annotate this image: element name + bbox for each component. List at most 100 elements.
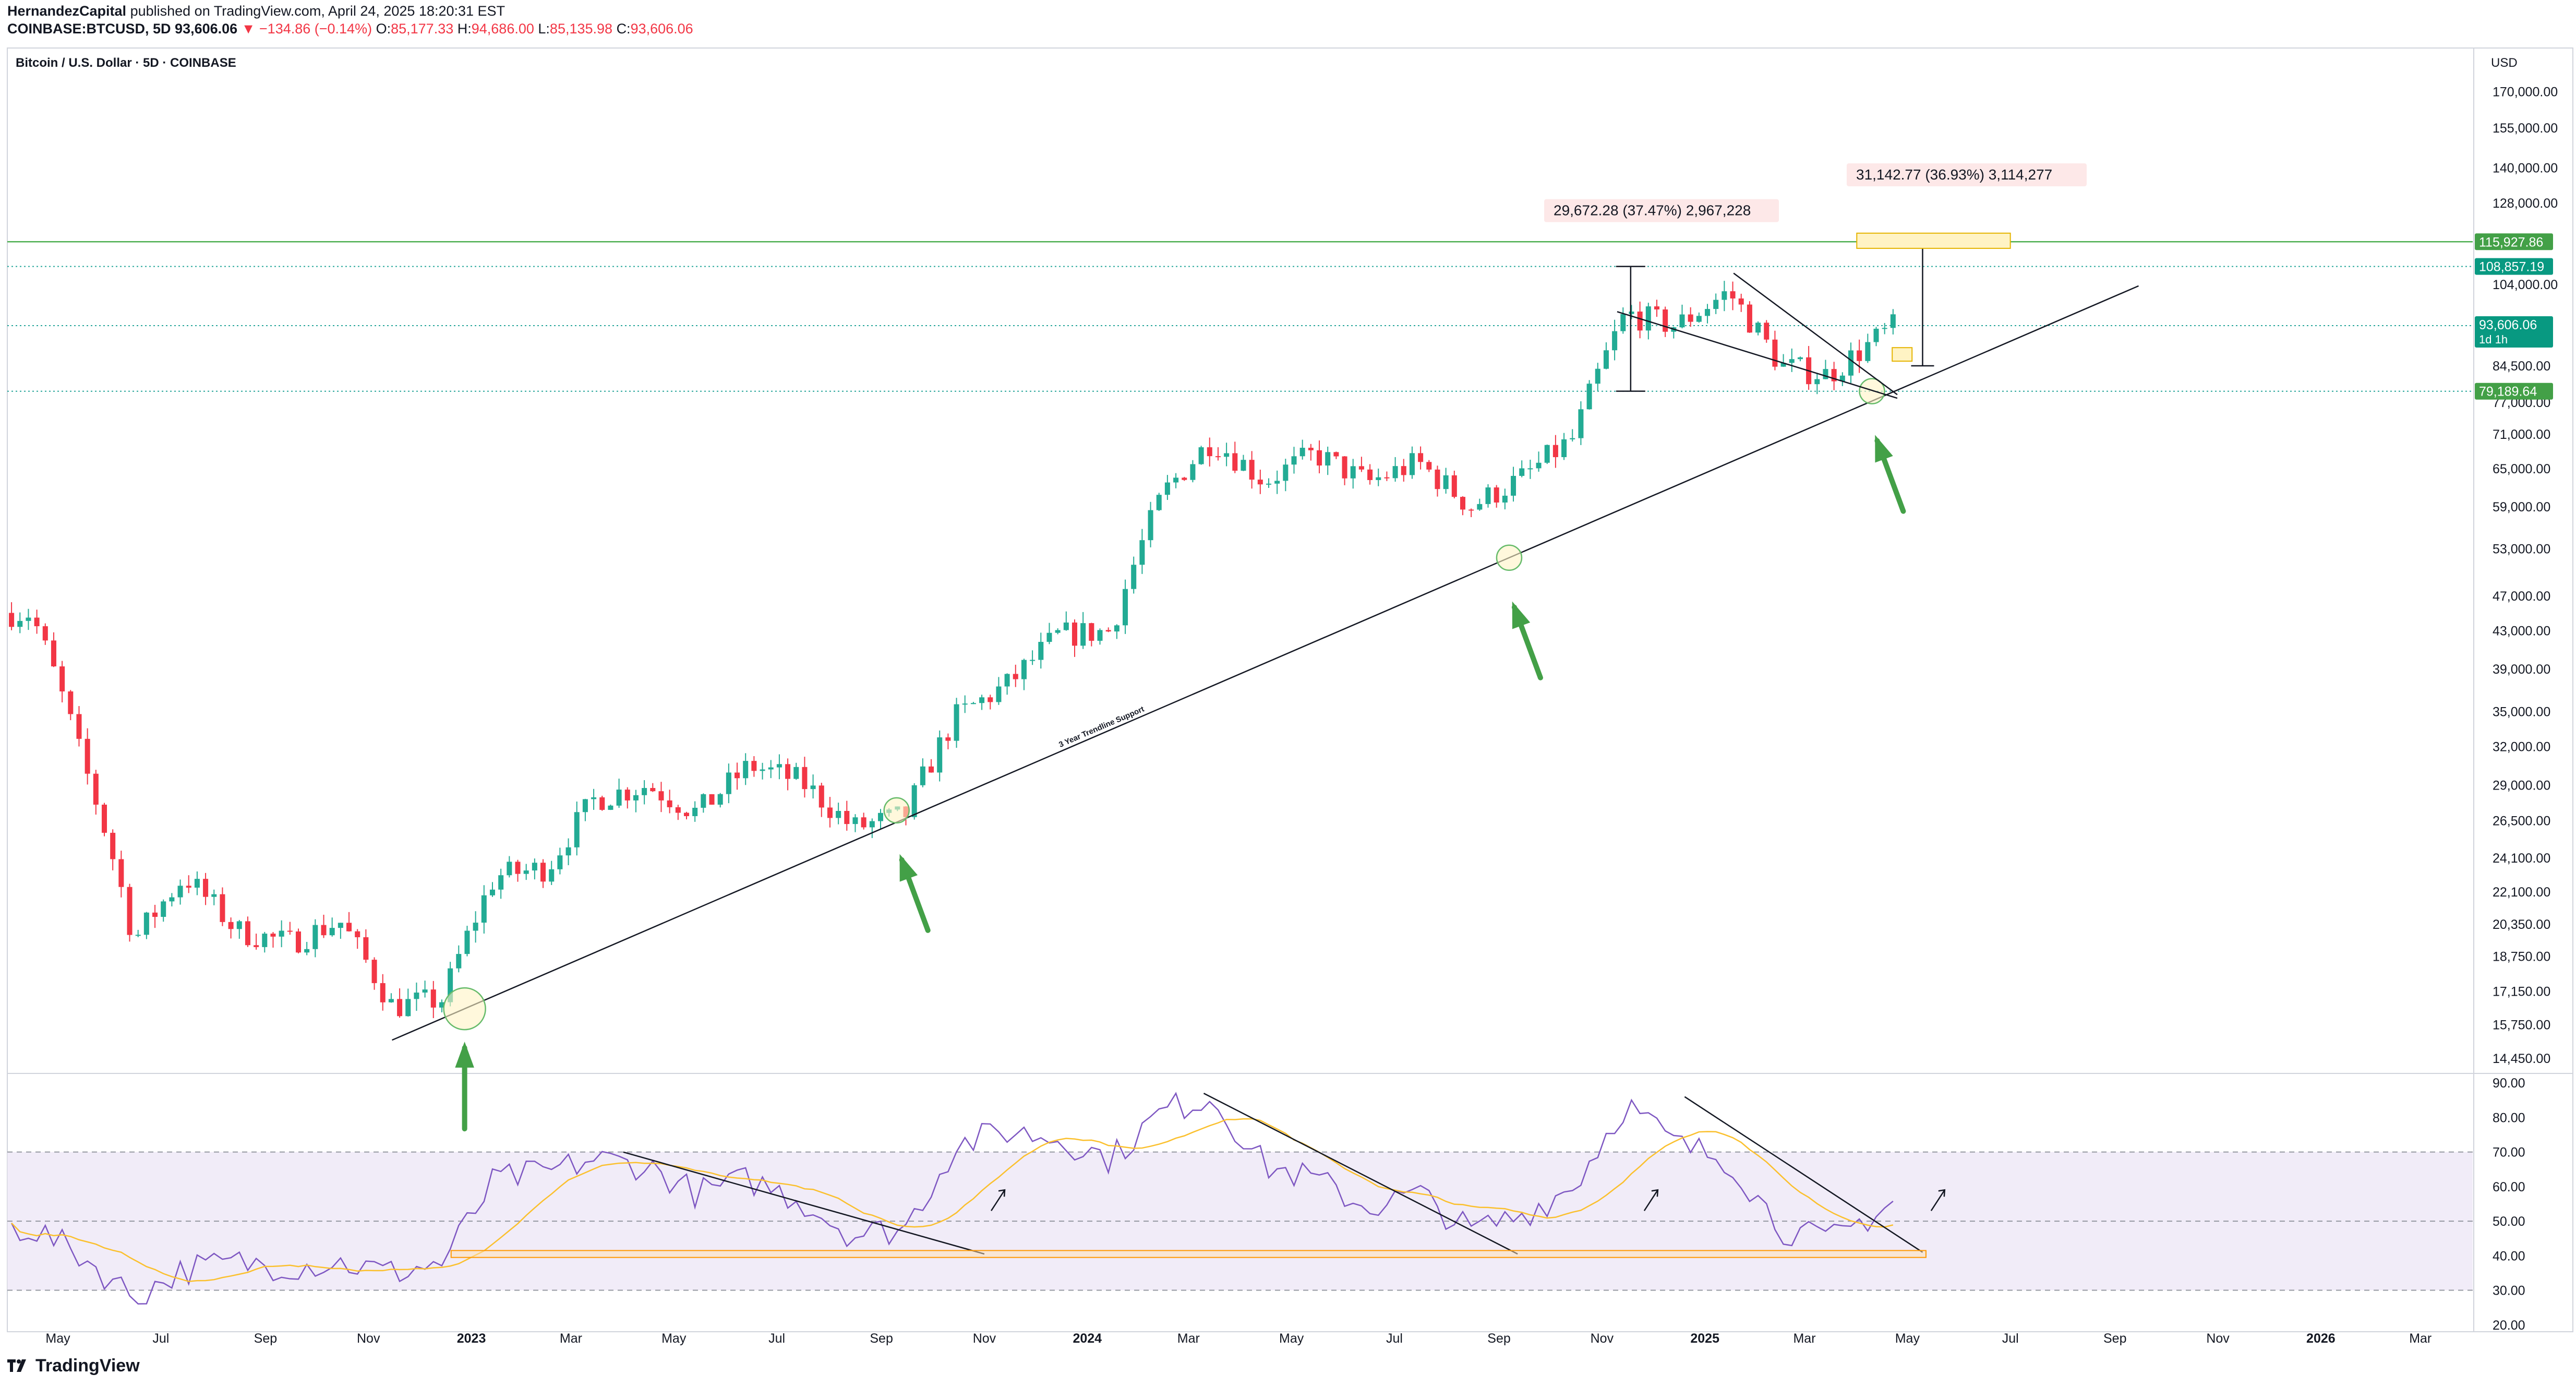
candle-body: [760, 769, 765, 771]
rsi-trendline: [1684, 1096, 1923, 1253]
time-tick-label: Mar: [1177, 1331, 1200, 1346]
footer-brand-text: TradingView: [35, 1356, 140, 1376]
candle-body: [683, 813, 690, 816]
candle-body: [869, 821, 875, 828]
high-value: 94,686.00: [471, 21, 534, 37]
candle-body: [321, 925, 327, 936]
candle-body: [1392, 466, 1398, 479]
measure-label-box: [1544, 199, 1779, 222]
candle-body: [1612, 331, 1618, 351]
tradingview-logo-icon: [7, 1359, 26, 1372]
entry-zone-box: [1892, 347, 1913, 362]
candle-body: [1764, 322, 1770, 340]
candle-body: [1038, 642, 1044, 660]
candle-body: [203, 879, 209, 897]
candle-body: [743, 761, 749, 779]
candle-body: [270, 934, 276, 937]
candle-body: [1722, 291, 1727, 300]
candle-body: [1114, 625, 1120, 632]
time-tick-label: Sep: [1487, 1331, 1510, 1346]
time-tick-label: May: [1279, 1331, 1304, 1346]
rsi-trendline: [1203, 1092, 1518, 1255]
footer-brand[interactable]: TradingView: [7, 1356, 140, 1376]
support-arrow-head: [1875, 435, 1893, 463]
candle-body: [1435, 469, 1440, 489]
candle-body: [1561, 439, 1567, 458]
candle-body: [1384, 477, 1390, 479]
candle-body: [557, 855, 563, 869]
candle-body: [42, 626, 48, 641]
candle-body: [1460, 497, 1466, 510]
price-tick-label: 39,000.00: [2493, 662, 2550, 677]
candle-body: [591, 797, 597, 799]
candle-body: [1350, 466, 1356, 479]
candle-body: [1468, 509, 1474, 511]
candle-body: [852, 817, 858, 825]
candle-body: [1190, 464, 1196, 480]
candle-body: [26, 617, 31, 621]
low-label: L:: [538, 21, 550, 37]
author-name[interactable]: HernandezCapital: [7, 3, 127, 19]
candle-body: [1148, 510, 1153, 541]
candle-body: [701, 794, 706, 808]
candle-body: [1156, 495, 1162, 510]
time-tick-label: Nov: [973, 1331, 996, 1346]
candle-body: [1367, 469, 1373, 480]
price-tick-label: 47,000.00: [2493, 589, 2550, 604]
candle-body: [1713, 300, 1719, 309]
candle-body: [1890, 314, 1896, 328]
candle-body: [1552, 445, 1558, 458]
price-label-box: [2475, 258, 2553, 275]
candle-body: [295, 931, 302, 953]
candle-body: [93, 773, 99, 805]
candle-body: [1164, 482, 1170, 495]
rsi-tick-label: 60.00: [2493, 1180, 2525, 1194]
candle-body: [1797, 357, 1803, 360]
candle-body: [1527, 468, 1533, 470]
candle-body: [540, 863, 546, 882]
candle-body: [658, 791, 664, 800]
time-tick-label: Sep: [870, 1331, 893, 1346]
candle-body: [1182, 477, 1187, 480]
candle-body: [1249, 460, 1255, 480]
candle-body: [1873, 328, 1879, 342]
candle-body: [1333, 452, 1339, 457]
open-value: 85,177.33: [391, 21, 454, 37]
candle-body: [1291, 456, 1297, 465]
time-tick-label: Jul: [2002, 1331, 2019, 1346]
price-tick-label: 155,000.00: [2493, 121, 2558, 136]
price-tick-label: 59,000.00: [2493, 500, 2550, 515]
candle-body: [1376, 477, 1381, 480]
candle-body: [346, 923, 352, 931]
candle-body: [1308, 448, 1314, 450]
candle-body: [1173, 477, 1179, 483]
candle-body: [1586, 384, 1592, 410]
price-tick-label: 104,000.00: [2493, 278, 2558, 292]
chart-title: Bitcoin / U.S. Dollar · 5D · COINBASE: [16, 56, 236, 70]
candle-body: [1519, 468, 1525, 476]
candle-body: [1747, 304, 1752, 333]
time-tick-label: Nov: [357, 1331, 380, 1346]
candle-body: [877, 813, 884, 821]
candle-body: [161, 901, 166, 917]
time-tick-label: Jul: [768, 1331, 785, 1346]
rsi-trendline: [623, 1151, 985, 1255]
candle-body: [169, 897, 175, 902]
price-tick-label: 140,000.00: [2493, 161, 2558, 176]
candle-body: [1502, 495, 1508, 503]
candle-body: [59, 666, 65, 691]
candle-body: [507, 862, 512, 876]
time-tick-label: 2024: [1073, 1331, 1102, 1346]
candle-body: [143, 912, 149, 935]
candle-body: [523, 870, 529, 874]
candle-body: [481, 895, 487, 923]
candle-body: [1358, 466, 1364, 470]
time-tick-label: 2023: [457, 1331, 486, 1346]
candle-body: [532, 863, 537, 871]
candle-body: [1485, 487, 1491, 504]
measure-label-text: 29,672.28 (37.47%) 2,967,228: [1554, 202, 1751, 219]
target-zone-box: [1856, 232, 2011, 249]
price-tick-label: 20,350.00: [2493, 917, 2550, 932]
trendline-support: [392, 285, 2139, 1041]
